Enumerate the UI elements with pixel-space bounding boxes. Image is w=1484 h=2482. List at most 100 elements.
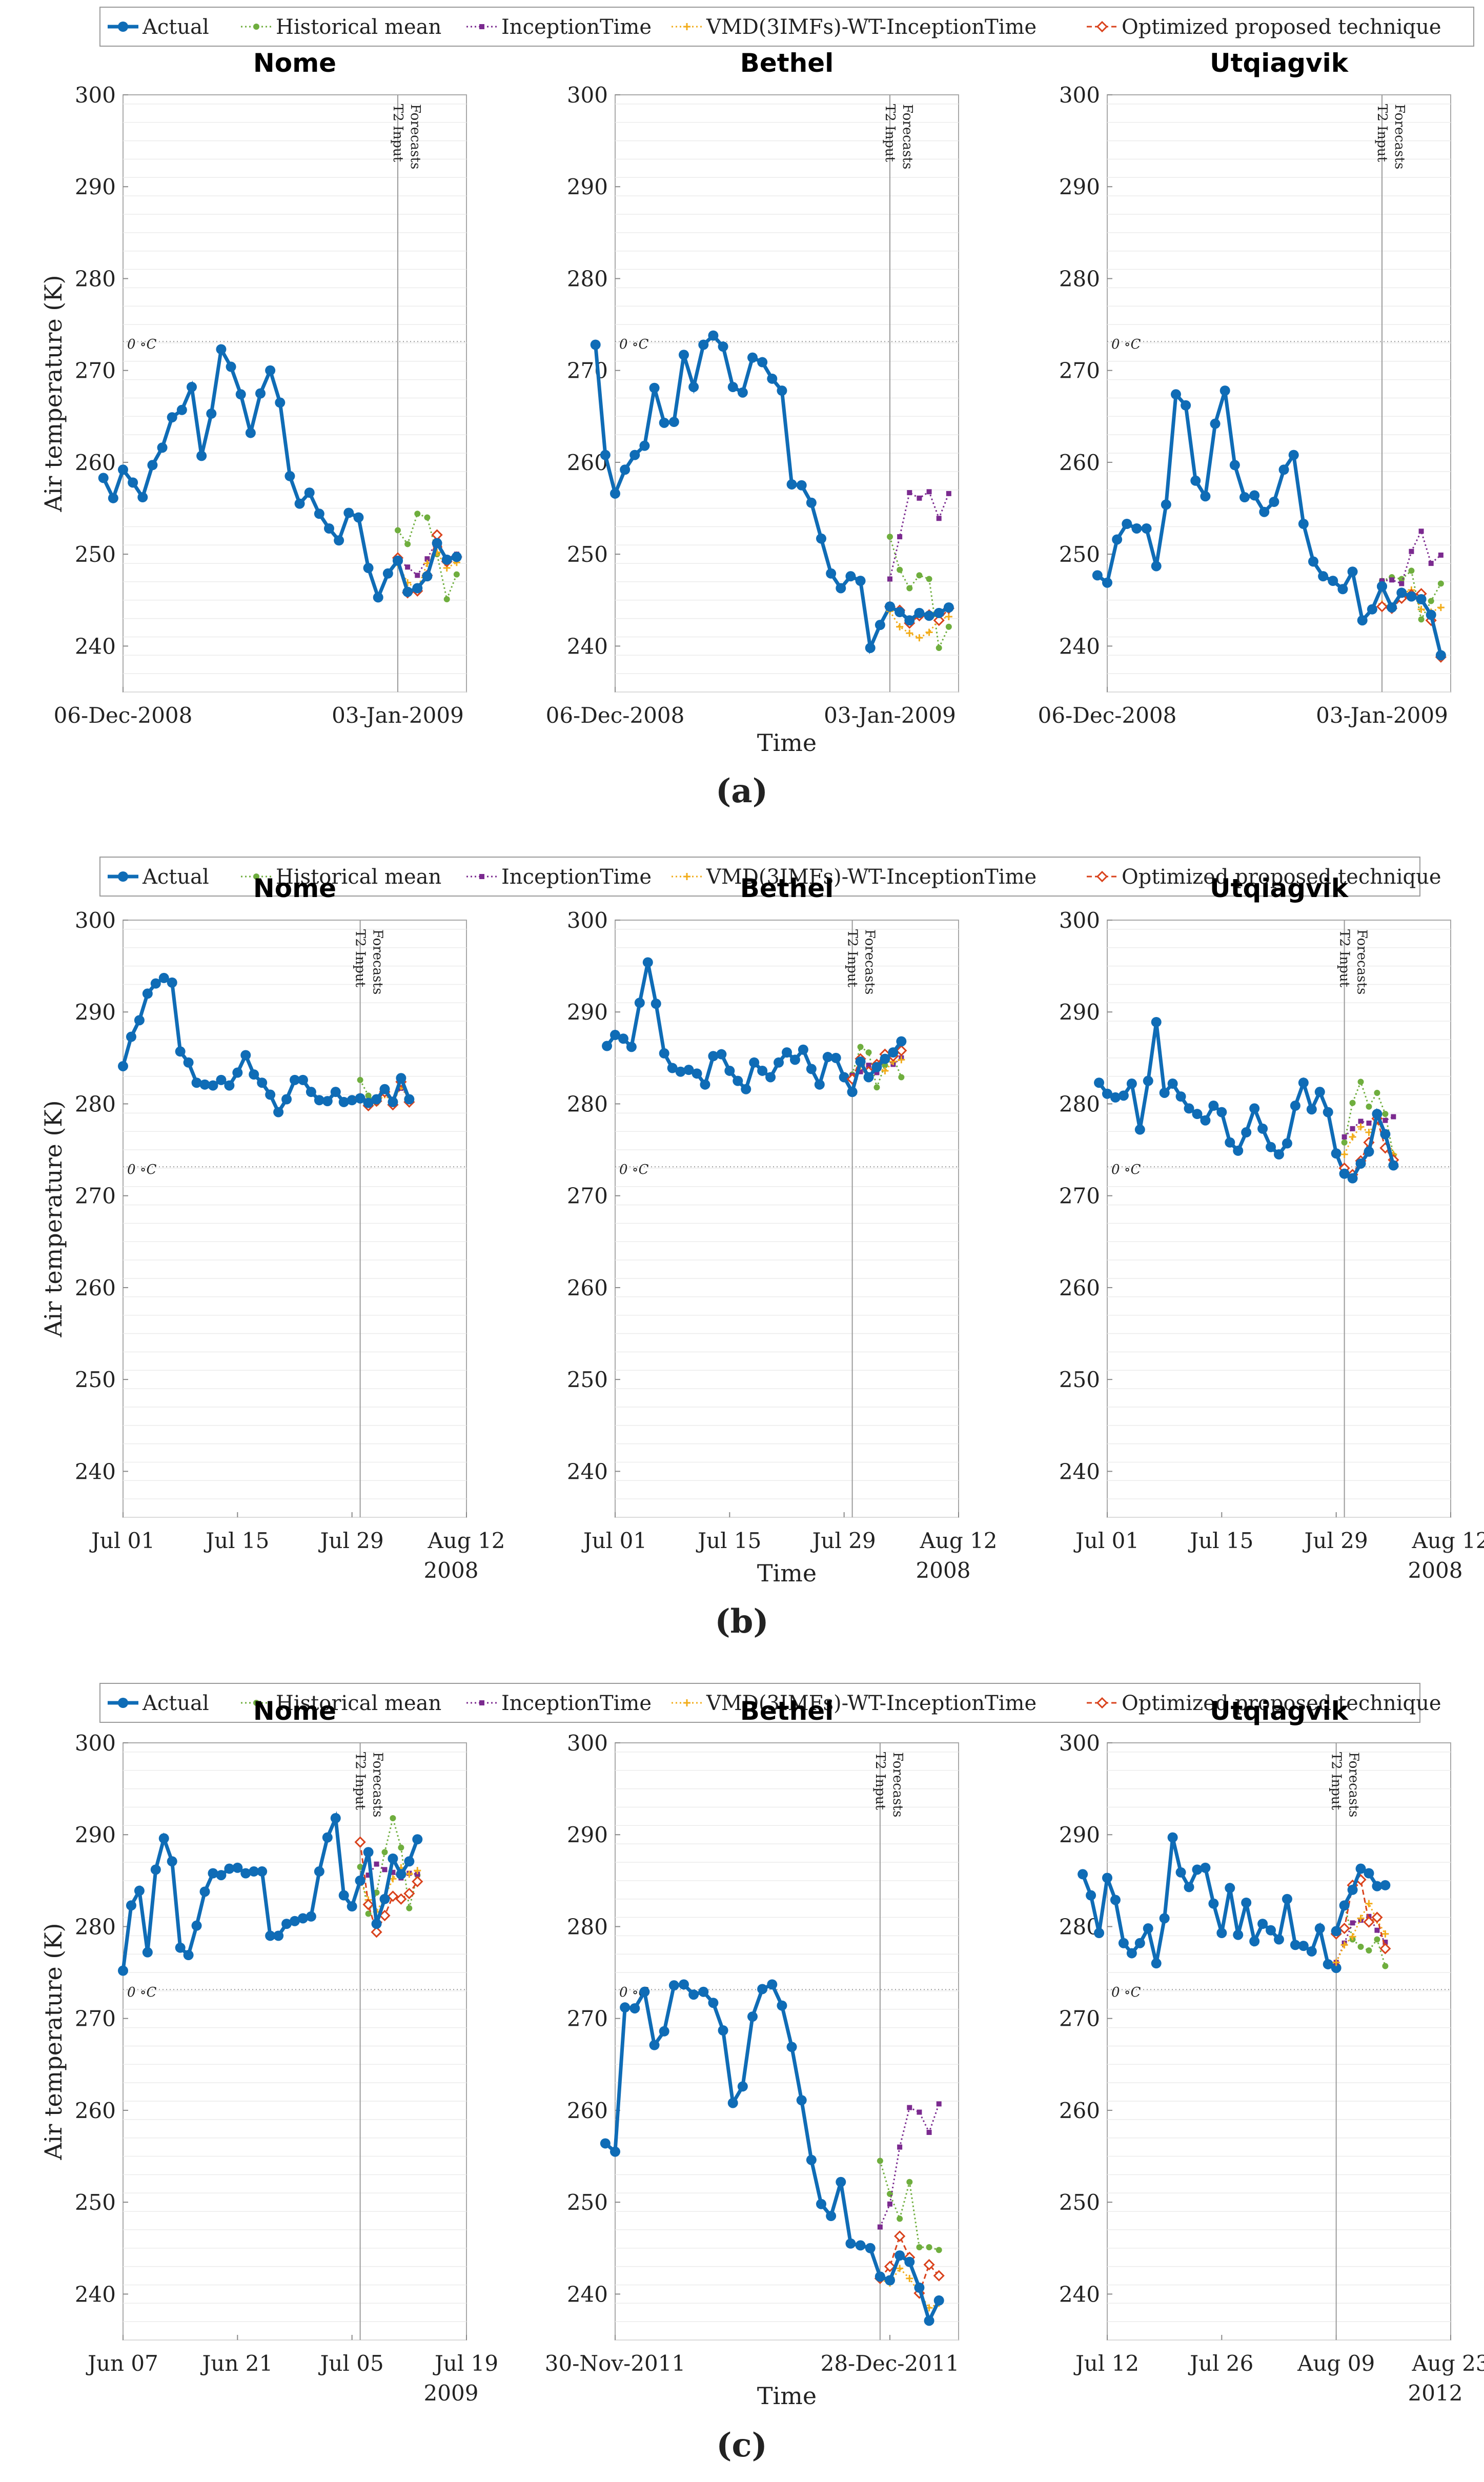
point-actual <box>1298 1077 1309 1088</box>
point-actual <box>126 1900 136 1911</box>
point-actual <box>836 583 846 594</box>
point-actual <box>777 2000 787 2011</box>
point-vmd <box>1349 1933 1356 1941</box>
point-actual <box>432 538 442 548</box>
point-actual <box>1161 499 1171 510</box>
series-inception-forecast <box>887 489 951 582</box>
point-actual <box>355 1093 365 1104</box>
y-tick-label: 280 <box>75 1091 116 1116</box>
point-inception <box>874 1070 880 1075</box>
point-vmd <box>1437 604 1445 612</box>
point-vmd <box>1357 1915 1365 1922</box>
point-historical <box>926 576 932 582</box>
point-historical <box>1374 1936 1380 1943</box>
point-actual <box>659 1048 669 1059</box>
legend-marker-actual <box>118 22 128 32</box>
y-tick-label: 270 <box>75 2006 116 2031</box>
point-inception <box>926 2129 932 2135</box>
point-actual <box>1131 523 1142 534</box>
x-tick-label: 28-Dec-2011 <box>821 2351 960 2376</box>
point-actual <box>1249 1936 1260 1947</box>
point-actual <box>338 1096 349 1107</box>
point-actual <box>896 1036 907 1047</box>
point-actual <box>147 460 158 471</box>
y-tick-label: 300 <box>1059 83 1100 108</box>
point-actual <box>1200 1862 1211 1873</box>
point-vmd <box>1332 1959 1340 1966</box>
point-actual <box>245 428 256 438</box>
point-vmd <box>896 2265 904 2272</box>
point-optimized <box>362 1899 374 1910</box>
point-inception <box>1409 548 1414 554</box>
point-actual <box>249 1866 259 1877</box>
point-actual <box>1372 1109 1383 1120</box>
point-inception <box>866 1063 871 1068</box>
legend-item-actual: Actual <box>108 1692 209 1715</box>
point-optimized <box>1376 601 1388 613</box>
x-tick-label: Aug 12 <box>427 1528 505 1553</box>
point-actual <box>1278 464 1289 475</box>
point-actual <box>1192 1109 1203 1120</box>
point-actual <box>199 1886 210 1897</box>
y-tick-label: 270 <box>567 358 608 383</box>
legend-item-actual: Actual <box>108 865 209 889</box>
point-actual <box>847 1087 858 1097</box>
minor-grid <box>615 929 959 1518</box>
point-historical <box>1408 567 1415 574</box>
chart-title: Utqiagvik <box>1210 1696 1349 1726</box>
point-actual <box>257 1866 268 1877</box>
point-actual <box>1141 523 1152 534</box>
chart-utqiagvik: Utqiagvik 240 250 260 270 280 290 300 06-Dec-200… <box>1038 48 1451 728</box>
point-inception <box>1341 1134 1347 1140</box>
point-actual <box>1200 491 1211 502</box>
split-label-input: T2 Input <box>1374 104 1390 162</box>
point-optimized <box>923 2259 935 2271</box>
point-actual <box>1274 1934 1284 1945</box>
y-tick-label: 240 <box>567 1459 608 1484</box>
point-actual <box>382 568 393 579</box>
point-actual <box>290 1074 300 1085</box>
point-actual <box>620 464 631 475</box>
freezing-label: 0 ∘C <box>127 1985 157 2000</box>
point-actual <box>347 1901 357 1912</box>
point-actual <box>1308 556 1318 567</box>
point-actual <box>814 1079 825 1090</box>
point-actual <box>796 2095 807 2106</box>
point-actual <box>402 586 413 597</box>
y-tick-label: 270 <box>567 2006 608 2031</box>
point-actual <box>1216 1107 1227 1117</box>
point-actual <box>126 1031 136 1042</box>
point-optimized <box>1363 1916 1375 1928</box>
point-historical <box>945 623 952 630</box>
legend-label-actual: Actual <box>142 15 209 39</box>
y-tick-label: 300 <box>75 83 116 108</box>
legend-box <box>99 7 1474 47</box>
point-inception <box>877 2224 883 2230</box>
x-tick-label: 03-Jan-2009 <box>824 703 956 728</box>
point-actual <box>1094 1077 1105 1088</box>
y-tick-label: 280 <box>1059 1091 1100 1116</box>
point-historical <box>1349 1100 1356 1106</box>
point-actual <box>1372 1881 1383 1891</box>
point-inception <box>1379 578 1385 584</box>
point-actual <box>1331 1926 1341 1937</box>
x-tick-label: Jul 15 <box>204 1528 269 1553</box>
y-tick-label: 260 <box>567 1275 608 1300</box>
legend-item-historical: Historical mean <box>241 15 441 39</box>
x-tick-label: Jul 12 <box>1073 2351 1139 2376</box>
legend: Actual Historical mean InceptionTime VMD(3I… <box>99 7 1474 47</box>
point-inception <box>382 1867 388 1873</box>
point-historical <box>887 534 893 540</box>
freezing-label: 0 ∘C <box>1111 1985 1141 2000</box>
point-historical <box>365 1910 372 1917</box>
x-tick-label: Jul 01 <box>581 1528 647 1553</box>
point-actual <box>727 381 738 392</box>
point-actual <box>1112 534 1123 545</box>
legend-label-historical: Historical mean <box>276 865 441 889</box>
split-label-forecasts: Forecasts <box>1354 929 1370 994</box>
point-actual <box>158 1833 169 1844</box>
point-actual <box>1151 561 1162 572</box>
point-actual <box>273 1930 284 1941</box>
point-actual <box>322 1096 333 1107</box>
point-actual <box>1225 1137 1235 1148</box>
